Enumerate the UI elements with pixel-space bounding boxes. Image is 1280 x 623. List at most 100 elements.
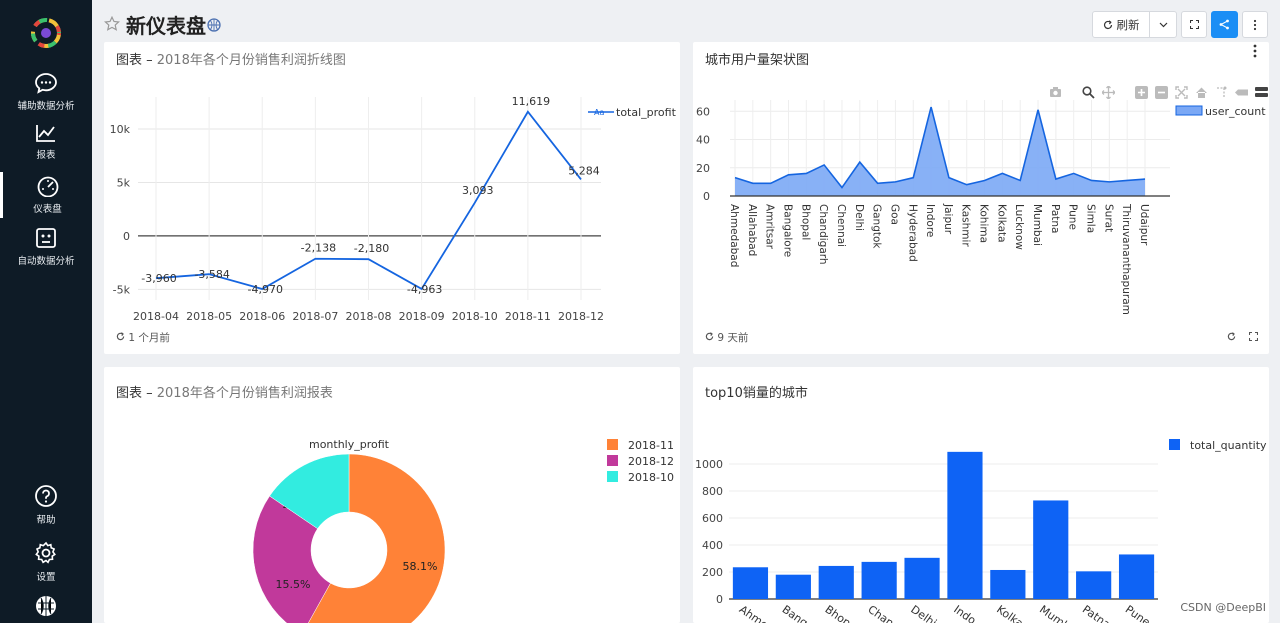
- sidebar-item-settings[interactable]: 设置: [0, 541, 92, 583]
- sidebar-item-reports[interactable]: 报表: [0, 123, 92, 161]
- x-tick-label: Ahme: [737, 603, 771, 623]
- sidebar-item-label: 帮助: [36, 515, 56, 526]
- more-options-button[interactable]: [1242, 11, 1268, 38]
- x-tick-label: Chandigarh: [817, 204, 829, 265]
- globe-icon[interactable]: [207, 18, 221, 32]
- sidebar: 辅助数据分析 报表 仪表盘 自动数据分析 帮助 设置: [0, 0, 92, 623]
- sidebar-item-assist[interactable]: 辅助数据分析: [0, 72, 92, 112]
- y-tick-label: 1000: [695, 458, 723, 471]
- star-icon[interactable]: [104, 16, 120, 32]
- widget-title-text: 2018年各个月份销售利润折线图: [156, 53, 346, 68]
- legend-label: 2018-11: [628, 439, 674, 452]
- watermark: CSDN @DeepBI: [1180, 601, 1266, 614]
- fullscreen-icon[interactable]: [1249, 332, 1258, 341]
- widget-title-prefix: 图表 –: [116, 53, 157, 68]
- hover-closest-icon[interactable]: [1235, 86, 1248, 99]
- line-chart-icon: [36, 125, 55, 142]
- x-tick-label: 2018-06: [239, 310, 285, 322]
- data-label: -4,963: [407, 283, 442, 296]
- last-updated: 1 个月前: [128, 332, 170, 344]
- sidebar-item-label: 设置: [36, 572, 56, 583]
- x-tick-label: Bangalore: [781, 204, 793, 257]
- y-tick-label: 200: [702, 566, 723, 579]
- x-tick-label: Hyderabad: [906, 204, 918, 262]
- data-label: 5,284: [568, 164, 600, 177]
- pie-slice: [252, 495, 331, 623]
- sidebar-item-label: 辅助数据分析: [17, 101, 75, 112]
- share-button[interactable]: [1211, 11, 1238, 38]
- y-tick-label: 0: [703, 190, 710, 203]
- x-tick-label: Kolkata: [995, 204, 1007, 243]
- refresh-icon[interactable]: [1227, 332, 1236, 341]
- chart-modebar: [1049, 86, 1268, 100]
- x-tick-label: 2018-08: [346, 310, 392, 322]
- city-users-area-chart[interactable]: 60 40 20 0 Ahmedabad Allahabad Amritsar Bangalo…: [693, 42, 1269, 322]
- bar: [775, 574, 811, 599]
- sidebar-item-help[interactable]: 帮助: [0, 484, 92, 526]
- chat-icon: [35, 73, 57, 94]
- sidebar-item-dashboard[interactable]: 仪表盘: [0, 172, 92, 218]
- x-tick-label: 2018-05: [186, 310, 232, 322]
- data-label: -4,970: [248, 283, 283, 296]
- dashboard-header: 新仪表盘 刷新: [92, 0, 1280, 46]
- widget-title: 城市用户量架状图: [705, 49, 809, 68]
- zoom-icon[interactable]: [1082, 86, 1095, 99]
- widget-profit-line: 图表 – 2018年各个月份销售利润折线图 10k 5k 0 -5k 2018-04 20…: [104, 42, 680, 354]
- widget-title: 图表 – 2018年各个月份销售利润折线图: [116, 49, 346, 68]
- fullscreen-button[interactable]: [1181, 11, 1207, 38]
- deepbi-logo-icon[interactable]: [31, 18, 61, 48]
- gauge-icon: [37, 176, 58, 197]
- y-tick-label: 60: [696, 105, 710, 118]
- data-label: -3,584: [194, 268, 229, 281]
- x-tick-label: Pune: [1123, 603, 1153, 623]
- widget-menu-icon[interactable]: [1252, 44, 1258, 58]
- x-tick-label: Thiruvananthapuram: [1120, 203, 1132, 315]
- bar: [990, 569, 1026, 599]
- hover-compare-icon[interactable]: [1255, 86, 1268, 99]
- series-area-user-count: [735, 107, 1145, 196]
- x-tick-label: Jaipur: [942, 203, 954, 235]
- kebab-icon: [1253, 19, 1257, 30]
- profit-donut-chart[interactable]: monthly_profit58.1%26.4%15.5%2018-112018…: [104, 367, 680, 623]
- legend-label: total_quantity: [1190, 439, 1267, 452]
- widget-footer: 1 个月前: [116, 330, 170, 345]
- widget-title-prefix: 图表 –: [116, 386, 157, 401]
- zoom-in-icon[interactable]: [1135, 86, 1148, 99]
- widget-footer: 9 天前: [705, 330, 748, 345]
- zoom-out-icon[interactable]: [1155, 86, 1168, 99]
- x-tick-label: Bhopal: [799, 204, 811, 240]
- data-label: -2,138: [301, 242, 336, 255]
- x-tick-label: Banga: [780, 603, 816, 623]
- spike-lines-icon[interactable]: [1215, 86, 1228, 99]
- bar: [861, 561, 897, 599]
- x-tick-label: Amritsar: [764, 204, 776, 250]
- sidebar-item-label: 报表: [36, 150, 56, 161]
- profit-line-chart[interactable]: 10k 5k 0 -5k 2018-04 2018-05 2018-06 2018-07 201…: [104, 42, 680, 322]
- data-label: 11,619: [512, 95, 551, 108]
- chevron-down-icon: [1159, 22, 1167, 27]
- refresh-button[interactable]: 刷新: [1092, 11, 1150, 38]
- x-tick-label: 2018-12: [558, 310, 604, 322]
- home-icon[interactable]: [1195, 86, 1208, 99]
- avatar[interactable]: [35, 595, 57, 617]
- autoscale-icon[interactable]: [1175, 86, 1188, 99]
- legend-label: 2018-10: [628, 471, 674, 484]
- y-tick-label: 20: [696, 162, 710, 175]
- x-tick-label: Delhi: [908, 603, 939, 623]
- x-tick-label: Kashmir: [960, 204, 972, 247]
- bar: [904, 557, 940, 599]
- sidebar-item-auto-analysis[interactable]: 自动数据分析: [0, 227, 92, 267]
- x-tick-label: Simla: [1085, 204, 1097, 233]
- bar: [818, 565, 854, 599]
- y-tick-label: 400: [702, 539, 723, 552]
- refresh-icon[interactable]: [705, 332, 714, 341]
- refresh-icon[interactable]: [116, 332, 125, 341]
- legend-label: user_count: [1205, 105, 1266, 118]
- top10-bar-chart[interactable]: 1000 800 600 400 200 0 Ahme Banga Bhopa Chand Delh…: [693, 367, 1269, 623]
- camera-icon[interactable]: [1049, 86, 1062, 98]
- x-tick-label: Chand: [865, 603, 901, 623]
- refresh-options-dropdown[interactable]: [1149, 11, 1177, 38]
- chart-title: monthly_profit: [309, 438, 390, 451]
- pan-icon[interactable]: [1102, 86, 1115, 99]
- widget-title-text: top10销量的城市: [705, 386, 808, 401]
